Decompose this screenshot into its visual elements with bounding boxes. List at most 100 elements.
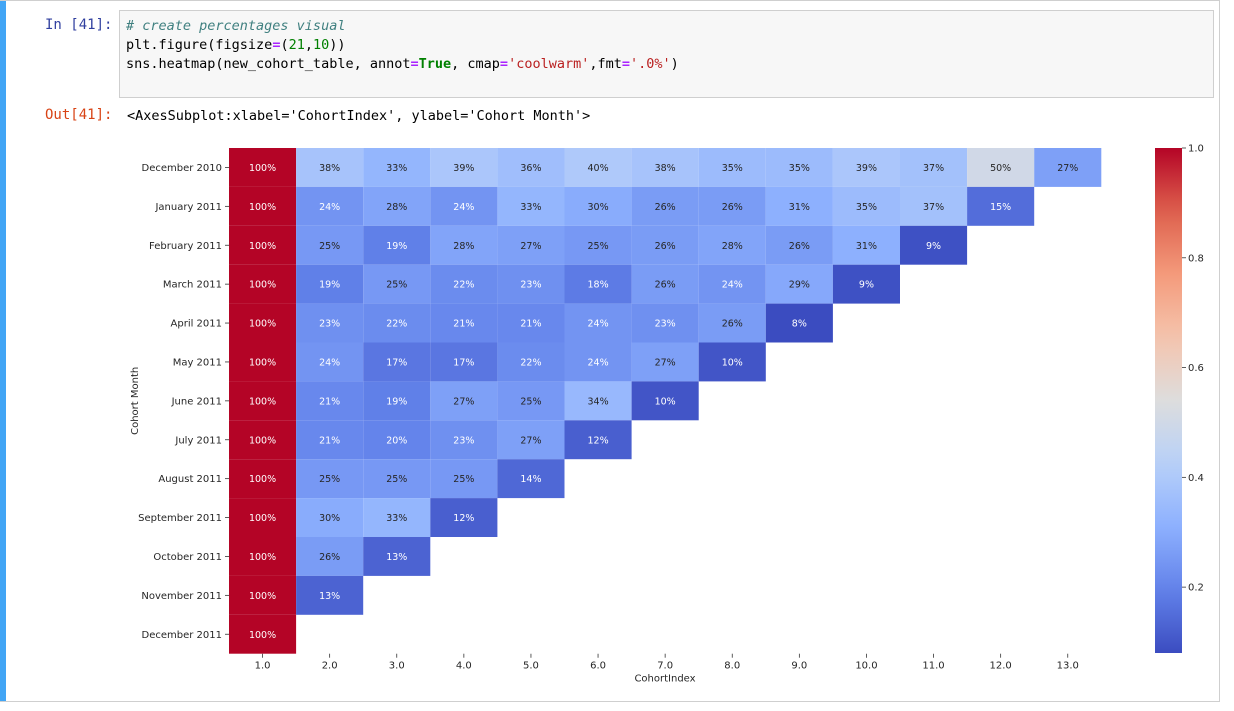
heatmap-cell [765,186,833,226]
code-token: )) [329,37,346,53]
heatmap-cell [430,381,498,421]
cell-annotation: 38% [319,163,340,174]
cell-annotation: 25% [453,474,474,485]
x-tick-label: 10.0 [855,661,877,672]
heatmap-cell [497,420,565,460]
x-tick-label: 5.0 [523,661,539,672]
cell-annotation: 24% [319,357,340,368]
y-tick-label: March 2011 [163,280,222,291]
colorbar-tick-label: 0.8 [1188,253,1204,264]
cell-annotation: 17% [386,357,407,368]
cell-annotation: 100% [249,319,276,330]
cell-annotation: 100% [249,474,276,485]
heatmap-cell [430,148,498,187]
heatmap-cell [967,186,1035,226]
notebook-cell[interactable] [0,0,1220,702]
heatmap-cell [698,186,766,226]
cell-annotation: 12% [453,513,474,524]
x-tick-label: 7.0 [657,661,673,672]
cell-annotation: 27% [453,396,474,407]
cell-annotation: 24% [453,202,474,213]
heatmap-cell [430,303,498,343]
cell-annotation: 30% [319,513,340,524]
cell-annotation: 26% [722,319,743,330]
code-editor[interactable]: # create percentages visual plt.figure(f… [119,10,1214,98]
cell-annotation: 100% [249,241,276,252]
cell-annotation: 50% [990,163,1011,174]
cell-annotation: 13% [386,552,407,563]
cell-annotation: 21% [319,396,340,407]
cell-annotation: 21% [319,435,340,446]
heatmap-cell [430,225,498,265]
cell-annotation: 100% [249,357,276,368]
output-repr: <AxesSubplot:xlabel='CohortIndex', ylabe… [127,108,591,124]
heatmap-cell [229,381,297,421]
cell-annotation: 23% [655,319,676,330]
cell-annotation: 33% [386,513,407,524]
cell-annotation: 31% [856,241,877,252]
heatmap-cell [564,225,632,265]
cell-annotation: 18% [587,280,608,291]
cell-annotation: 100% [249,435,276,446]
heatmap-cell [698,264,766,304]
cell-annotation: 27% [655,357,676,368]
cell-annotation: 27% [520,435,541,446]
cell-annotation: 29% [789,280,810,291]
heatmap-cell [564,303,632,343]
heatmap-cell [631,381,699,421]
heatmap-cell [363,264,431,304]
y-axis-label: Cohort Month [130,367,141,435]
heatmap-cell [698,148,766,187]
heatmap-cell [430,342,498,382]
code-string: 'coolwarm' [508,56,590,72]
heatmap-cell [430,186,498,226]
heatmap-cell [765,148,833,187]
code-text: # create percentages visual plt.figure(f… [126,17,679,74]
cohort-heatmap: 100% 38% 33% 39% 36% 40% 38% 35% 35% 39% 37% 50% 27%… [130,144,1204,685]
y-tick-label: December 2011 [142,630,222,641]
heatmap-cell [296,537,364,576]
x-tick-label: 11.0 [922,661,944,672]
output-prompt: Out[41]: [45,107,113,123]
cell-annotation: 26% [319,552,340,563]
code-number: 10 [313,37,330,53]
heatmap-cell [229,264,297,304]
heatmap-cell [430,420,498,460]
cell-annotation: 100% [249,552,276,563]
heatmap-cell [497,264,565,304]
cell-annotation: 30% [587,202,608,213]
y-tick-label: June 2011 [171,396,222,407]
cell-annotation: 40% [587,163,608,174]
y-tick-label: February 2011 [149,241,222,252]
cell-annotation: 22% [453,280,474,291]
cell-annotation: 100% [249,202,276,213]
heatmap-cell [296,225,364,265]
heatmap-cell [296,342,364,382]
cell-annotation: 26% [655,241,676,252]
cell-annotation: 38% [655,163,676,174]
heatmap-cell [296,498,364,537]
colorbar [1155,148,1182,653]
code-token: ) [670,56,679,72]
code-token: ( [280,37,289,53]
heatmap-cell [765,303,833,343]
y-tick-label: August 2011 [158,474,222,485]
heatmap-cell [229,420,297,460]
heatmap-cell [229,225,297,265]
heatmap-cell [631,225,699,265]
heatmap-cell [296,264,364,304]
heatmap-cell [497,459,565,499]
heatmap-cell [229,498,297,537]
heatmap-cell [900,225,968,265]
y-tick-label: July 2011 [174,435,222,446]
heatmap-cell [363,498,431,537]
heatmap-cell [363,342,431,382]
cell-annotation: 19% [386,396,407,407]
heatmap-cell [296,420,364,460]
cell-annotation: 28% [453,241,474,252]
heatmap-cell [296,303,364,343]
heatmap-cell [296,148,364,187]
cell-annotation: 21% [520,319,541,330]
cell-annotation: 100% [249,513,276,524]
heatmap-cell [229,575,297,615]
